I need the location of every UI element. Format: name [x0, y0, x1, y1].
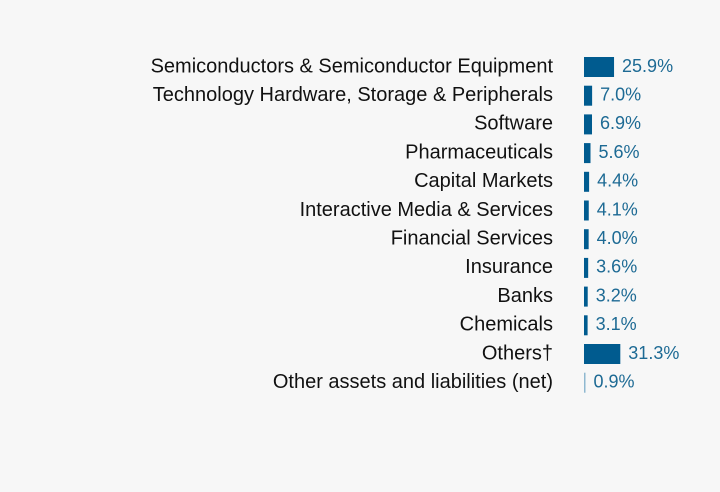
bar [584, 57, 615, 77]
value-label: 7.0% [600, 84, 641, 104]
bar [584, 372, 586, 393]
value-label: 3.1% [596, 314, 637, 334]
bar [584, 171, 590, 192]
category-label: Financial Services [391, 227, 553, 249]
category-label: Other assets and liabilities (net) [273, 371, 553, 393]
category-label: Capital Markets [414, 170, 553, 192]
category-label: Insurance [465, 256, 553, 278]
bar [584, 114, 593, 135]
value-label: 5.6% [598, 142, 639, 162]
category-label: Interactive Media & Services [300, 199, 553, 221]
bar [584, 286, 588, 307]
category-label: Semiconductors & Semiconductor Equipment [151, 55, 554, 77]
value-label: 31.3% [628, 343, 679, 363]
bar [584, 344, 621, 364]
category-label: Technology Hardware, Storage & Periphera… [153, 84, 553, 106]
value-label: 4.1% [597, 199, 638, 219]
category-label: Software [474, 113, 553, 135]
value-label: 25.9% [622, 56, 673, 76]
category-label: Banks [497, 285, 553, 307]
bar [584, 143, 591, 164]
category-label: Chemicals [460, 314, 553, 336]
bar [584, 257, 589, 278]
bar [584, 315, 588, 336]
category-label: Pharmaceuticals [405, 141, 553, 163]
bar [584, 200, 589, 221]
value-label: 3.6% [596, 257, 637, 277]
value-label: 3.2% [596, 285, 637, 305]
value-label: 4.4% [597, 171, 638, 191]
value-label: 6.9% [600, 113, 641, 133]
bar [584, 229, 589, 250]
value-label: 0.9% [594, 371, 635, 391]
bar [584, 85, 593, 106]
value-label: 4.0% [597, 228, 638, 248]
category-label: Others† [482, 342, 553, 364]
